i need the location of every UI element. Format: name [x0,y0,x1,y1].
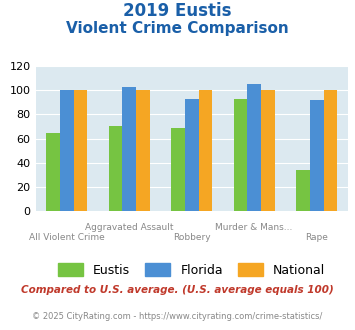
Bar [323,90,337,211]
Bar [122,86,136,211]
Bar [171,128,185,211]
Bar [46,133,60,211]
Bar [234,99,247,211]
Text: All Violent Crime: All Violent Crime [29,233,105,242]
Text: Rape: Rape [305,233,328,242]
Text: Compared to U.S. average. (U.S. average equals 100): Compared to U.S. average. (U.S. average … [21,285,334,295]
Bar [185,99,198,211]
Text: 2019 Eustis: 2019 Eustis [123,2,232,20]
Bar [247,84,261,211]
Text: Violent Crime Comparison: Violent Crime Comparison [66,21,289,36]
Bar [109,126,122,211]
Legend: Eustis, Florida, National: Eustis, Florida, National [53,258,330,282]
Text: © 2025 CityRating.com - https://www.cityrating.com/crime-statistics/: © 2025 CityRating.com - https://www.city… [32,312,323,321]
Bar [60,90,73,211]
Bar [73,90,87,211]
Text: Robbery: Robbery [173,233,211,242]
Bar [136,90,150,211]
Bar [296,170,310,211]
Bar [310,100,323,211]
Bar [261,90,275,211]
Text: Murder & Mans...: Murder & Mans... [215,223,293,232]
Text: Aggravated Assault: Aggravated Assault [85,223,174,232]
Bar [198,90,212,211]
